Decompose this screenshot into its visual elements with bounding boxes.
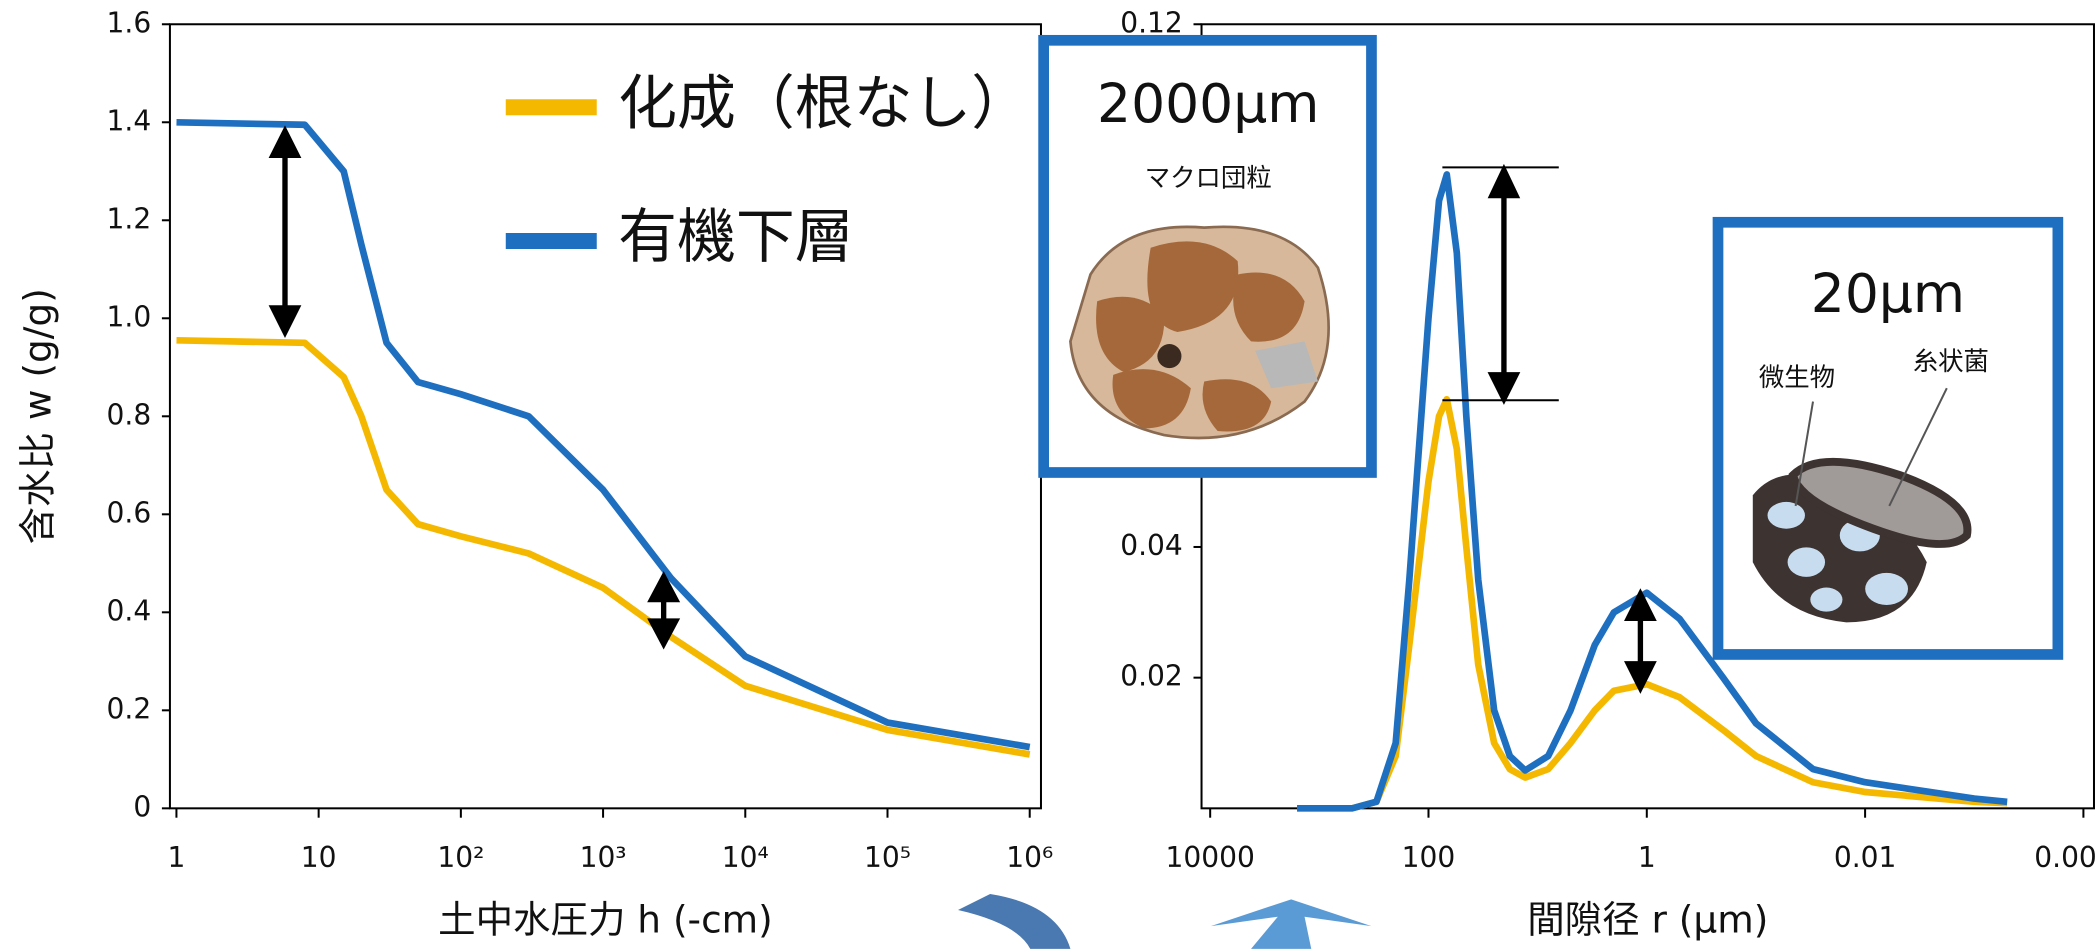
x-tick-label: 1 [1638,841,1656,874]
inset-label: 2000μm [1097,72,1319,135]
y-tick-label: 1.4 [107,104,152,137]
x-tick-label: 100 [1402,841,1456,874]
inset-micro: 20μm 微生物 糸状菌 [1718,222,2058,654]
x-tick-label: 10² [437,841,484,874]
y-tick-label: 1.0 [107,300,152,333]
y-tick-label: 0.12 [1120,6,1183,39]
y-tick-label: 0.04 [1120,529,1183,562]
y-axis-label: 含水比 w (g/g) [16,288,60,544]
x-tick-label: 10⁴ [722,841,769,874]
y-tick-label: 1.6 [107,6,152,39]
x-tick-label: 10⁵ [864,841,911,874]
x-tick-label: 10⁶ [1006,841,1053,874]
figure: 0 0.2 0.4 0.6 0.8 1.0 1.2 1.4 1.6 1 10 10² 10³ 10⁴ 10⁵… [0,0,2098,949]
y-tick-label: 1.2 [107,202,152,235]
inset-macro: 2000μm マクロ団粒 [1044,40,1372,472]
inset-caption: 糸状菌 [1913,346,1989,376]
legend-label: 有機下層 [618,202,853,271]
y-tick-label: 0.8 [107,398,152,431]
x-tick-label: 10000 [1166,841,1255,874]
inset-label: 20μm [1811,262,1965,325]
y-tick-label: 0 [133,790,151,823]
series-line [176,340,1029,754]
page: {"chart_data": [ {"type": "line", "xlog"… [0,0,2098,949]
y-tick-label: 0.02 [1120,660,1183,693]
x-tick-label: 10³ [580,841,627,874]
y-tick-label: 0.2 [107,692,152,725]
y-tick-label: 0.6 [107,496,152,529]
inset-caption: マクロ団粒 [1145,162,1272,192]
x-tick-label: 1 [167,841,185,874]
x-tick-label: 10 [301,841,337,874]
x-axis-label: 土中水圧力 h (-cm) [438,898,773,942]
plot-frame [170,24,1041,808]
y-tick-label: 0.4 [107,594,152,627]
x-axis-label: 間隙径 r (μm) [1527,898,1768,942]
legend: 化成（根なし） 有機下層 [506,68,1030,271]
x-tick-label: 0.01 [1834,841,1897,874]
flow-arrows [958,894,1371,949]
series-line [176,122,1029,747]
legend-label: 化成（根なし） [618,68,1030,137]
inset-caption: 微生物 [1759,362,1835,392]
